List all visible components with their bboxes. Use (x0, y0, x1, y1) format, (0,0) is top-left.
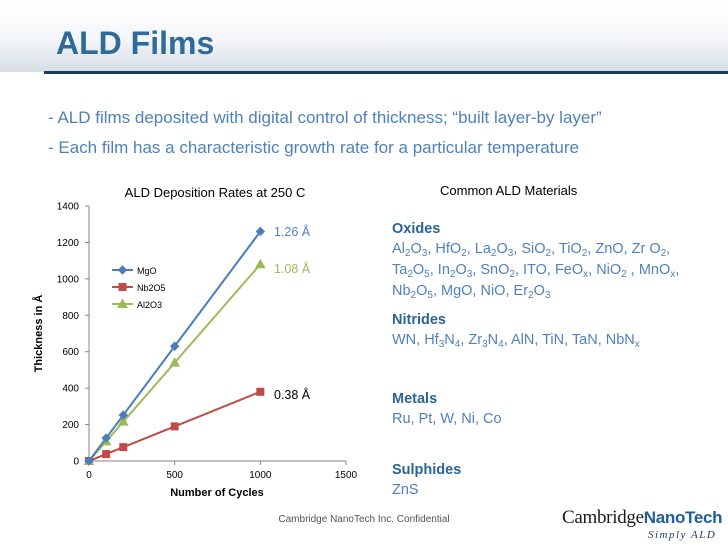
data-point-mgo (255, 226, 266, 237)
logo-main-text: Cambridge (562, 507, 644, 528)
y-tick-label: 0 (73, 457, 79, 468)
materials-title: Common ALD Materials (440, 183, 578, 198)
data-point-nb2o5 (170, 422, 179, 431)
material-category-items: Ru, Pt, W, Ni, Co (392, 411, 502, 427)
y-tick-label: 600 (62, 347, 79, 358)
material-category-metals: Metals Ru, Pt, W, Ni, Co (392, 389, 692, 430)
bullet-list: - ALD films deposited with digital contr… (48, 103, 728, 163)
data-point-mgo (169, 341, 180, 351)
legend-label: Al2O3 (137, 300, 162, 310)
bullet-item: - Each film has a characteristic growth … (48, 138, 579, 157)
material-category-oxides: Oxides Al2O3, HfO2, La2O3, SiO2, TiO2, Zn… (392, 219, 692, 302)
material-category-title: Nitrides (392, 312, 446, 328)
footer-confidential: Cambridge NanoTech Inc. Confidential (278, 514, 450, 525)
chart-title: ALD Deposition Rates at 250 C (125, 185, 306, 200)
bullet-item: - ALD films deposited with digital contr… (48, 108, 602, 127)
material-category-title: Oxides (392, 221, 441, 237)
data-point-nb2o5 (102, 450, 111, 459)
data-point-al2o3 (254, 258, 266, 269)
material-category-items: ZnS (392, 482, 419, 498)
logo-tagline: Simply ALD (648, 529, 717, 541)
legend-label: Nb2O5 (137, 283, 166, 293)
x-tick-label: 500 (166, 470, 183, 481)
growth-rate-label-nb2o5: 0.38 Å (274, 387, 311, 402)
legend-marker (117, 298, 128, 308)
material-category-items: WN, Hf3N4, Zr3N4, AlN, TiN, TaN, NbNx (392, 332, 640, 350)
y-tick-label: 1200 (57, 238, 80, 249)
title-underline (44, 71, 728, 74)
legend-label: MgO (137, 266, 157, 276)
x-tick-label: 1000 (249, 470, 272, 481)
material-category-title: Metals (392, 391, 438, 407)
y-tick-label: 1400 (57, 202, 80, 213)
material-category-items: Al2O3, HfO2, La2O3, SiO2, TiO2, ZnO, Zr … (392, 241, 680, 301)
title-bar (0, 0, 728, 72)
x-tick-label: 0 (86, 470, 92, 481)
data-point-mgo (101, 433, 111, 443)
material-category-nitrides: Nitrides WN, Hf3N4, Zr3N4, AlN, TiN, TaN,… (392, 310, 692, 351)
data-point-mgo (84, 456, 94, 466)
data-point-al2o3 (117, 416, 129, 426)
data-point-nb2o5 (119, 443, 128, 452)
material-category-title: Sulphides (392, 462, 462, 478)
company-logo: CambridgeNanoTech Simply ALD (562, 507, 723, 541)
data-point-nb2o5 (256, 387, 265, 396)
logo-accent-text: NanoTech (643, 508, 723, 527)
deposition-rate-chart: ALD Deposition Rates at 250 C 0 200 400 600 8… (32, 185, 358, 499)
y-tick-label: 200 (62, 420, 79, 431)
x-axis-label: Number of Cycles (170, 487, 264, 499)
legend-marker (118, 283, 127, 291)
x-tick-label: 1500 (335, 470, 358, 481)
slide-title: ALD Films (56, 25, 215, 61)
y-tick-label: 400 (62, 384, 79, 395)
y-axis-label: Thickness in Å (32, 295, 45, 373)
growth-rate-label-al2o3: 1.08 Å (274, 261, 311, 276)
y-tick-label: 800 (62, 311, 79, 322)
y-tick-label: 1000 (57, 274, 80, 285)
material-category-sulphides: Sulphides ZnS (392, 460, 692, 501)
data-point-al2o3 (169, 357, 181, 367)
legend-marker (117, 265, 128, 275)
data-point-mgo (118, 410, 128, 420)
growth-rate-label-mgo: 1.26 Å (274, 224, 311, 239)
